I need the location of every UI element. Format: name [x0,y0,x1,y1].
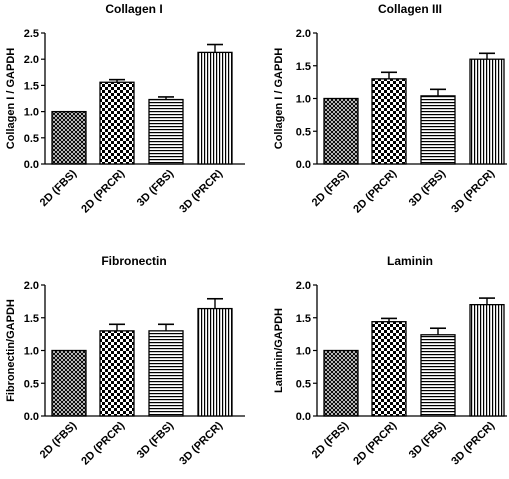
x-tick-label: 2D (FBS) [310,167,352,209]
y-axis-label: Collagen I / GAPDH [5,48,17,150]
x-tick-label: 2D (PRCR) [79,167,127,215]
bar [99,81,135,165]
bar [148,330,184,417]
x-tick-label: 3D (FBS) [135,167,177,209]
bar [197,51,233,165]
x-tick-label: 3D (PRCR) [449,419,497,467]
y-tick-label: 0.0 [296,411,311,423]
chart-title: Collagen I [105,2,162,16]
bar [51,110,87,165]
x-tick-label: 2D (PRCR) [79,419,127,467]
bar [469,303,505,417]
x-tick-label: 3D (FBS) [135,419,177,461]
x-tick-label: 3D (PRCR) [449,167,497,215]
y-axis-label: Laminin/GAPDH [273,308,285,393]
bar [323,349,359,417]
x-tick-label: 3D (PRCR) [177,419,225,467]
bar [469,58,505,165]
x-tick-label: 3D (FBS) [407,419,449,461]
x-tick-label: 2D (PRCR) [351,419,399,467]
chart-title: Fibronectin [101,254,166,268]
y-tick-label: 1.0 [24,346,39,358]
bar [323,97,359,165]
y-tick-label: 2.0 [24,54,39,66]
chart-title: Collagen III [378,2,442,16]
bar [99,330,135,417]
bar [51,349,87,417]
bar [197,307,233,417]
x-tick-label: 2D (FBS) [38,419,80,461]
x-tick-label: 2D (PRCR) [351,167,399,215]
chart-panel: Laminin Laminin/GAPDH 0.0 0.5 1.0 1.5 2.0 2D (F… [273,254,507,467]
chart-panel: Collagen III Collagen I / GAPDH 0.0 0.5 1.0 1… [273,2,507,215]
x-tick-label: 2D (FBS) [310,419,352,461]
y-axis-label: Collagen I / GAPDH [273,48,285,150]
y-tick-label: 1.0 [296,346,311,358]
y-tick-label: 1.0 [24,107,39,119]
y-tick-label: 0.0 [296,159,311,171]
y-tick-label: 2.5 [24,28,39,40]
chart-panel: Collagen I Collagen I / GAPDH 0.0 0.5 1.0 1.5… [5,2,245,215]
bar [420,334,456,417]
y-tick-label: 0.0 [24,411,39,423]
y-tick-label: 1.5 [24,80,39,92]
y-tick-label: 2.0 [296,28,311,40]
x-tick-label: 3D (PRCR) [177,167,225,215]
chart-panel: Fibronectin Fibronectin/GAPDH 0.0 0.5 1.0 1.5… [5,254,245,467]
y-tick-label: 1.5 [296,61,311,73]
y-tick-label: 1.0 [296,94,311,106]
bar [371,321,407,417]
y-tick-label: 2.0 [296,280,311,292]
bar [148,98,184,165]
y-tick-label: 0.5 [296,378,311,390]
y-tick-label: 0.0 [24,159,39,171]
y-tick-label: 2.0 [24,280,39,292]
y-tick-label: 1.5 [296,313,311,325]
y-tick-label: 0.5 [24,133,39,145]
x-tick-label: 2D (FBS) [38,167,80,209]
y-tick-label: 0.5 [24,378,39,390]
y-tick-label: 1.5 [24,313,39,325]
y-axis-label: Fibronectin/GAPDH [5,299,17,402]
chart-title: Laminin [387,254,433,268]
x-tick-label: 3D (FBS) [407,167,449,209]
bar [420,95,456,165]
y-tick-label: 0.5 [296,126,311,138]
bar [371,78,407,165]
